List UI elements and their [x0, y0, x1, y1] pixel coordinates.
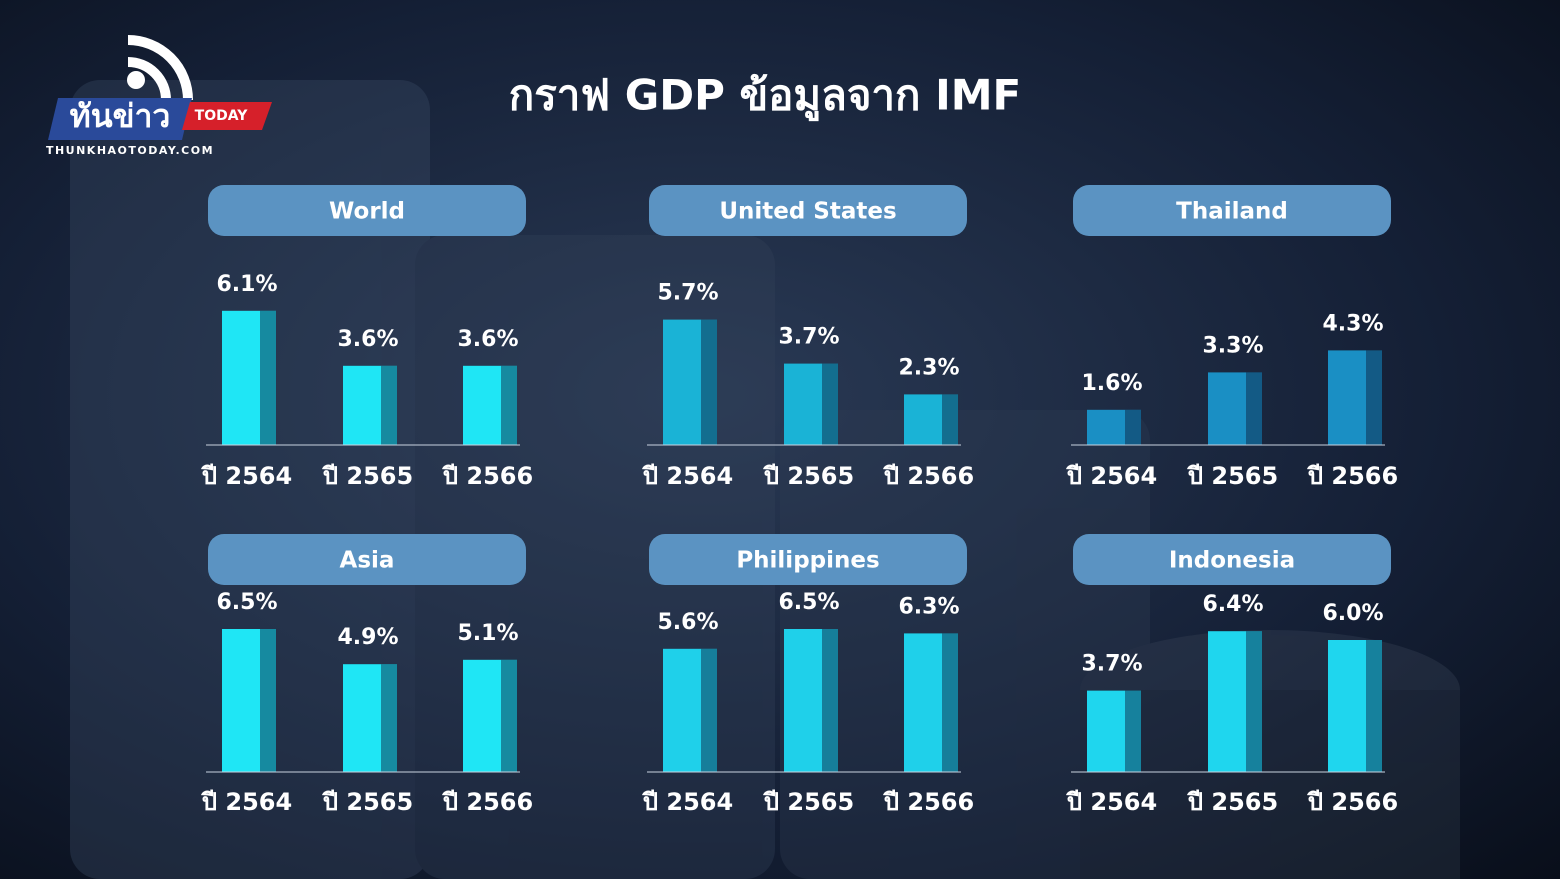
chart-title: Asia	[340, 548, 395, 574]
bar	[1328, 640, 1382, 772]
bar	[663, 648, 717, 772]
bar	[343, 365, 397, 445]
value-label: 4.9%	[337, 625, 398, 650]
x-tick-label: ปี 2565	[763, 462, 855, 490]
x-tick-label: ปี 2566	[442, 462, 534, 490]
x-tick-label: ปี 2564	[1066, 462, 1158, 490]
bar-shade	[381, 365, 397, 445]
bar-shade	[501, 365, 517, 445]
bar	[463, 365, 517, 445]
value-label: 5.6%	[657, 610, 718, 635]
x-tick-label: ปี 2564	[201, 788, 293, 816]
bar	[663, 319, 717, 445]
value-label: 6.5%	[216, 590, 277, 615]
bar	[1208, 631, 1262, 772]
bar-shade	[1125, 409, 1141, 445]
bar	[222, 310, 276, 445]
value-label: 4.3%	[1322, 311, 1383, 336]
value-label: 3.7%	[1081, 652, 1142, 677]
bar-shade	[701, 648, 717, 772]
logo-name: ทันข่าว	[70, 97, 171, 135]
x-tick-label: ปี 2566	[883, 462, 975, 490]
panel-header	[1073, 185, 1391, 236]
bar-shade	[1246, 631, 1262, 772]
bar	[1328, 350, 1382, 445]
bar-shade	[942, 394, 958, 445]
bar-shade	[1366, 640, 1382, 772]
x-tick-label: ปี 2566	[1307, 788, 1399, 816]
value-label: 3.6%	[337, 327, 398, 352]
panel-header	[649, 534, 967, 585]
bar-shade	[1125, 690, 1141, 772]
bar-shade	[260, 310, 276, 445]
x-tick-label: ปี 2565	[1187, 462, 1279, 490]
x-tick-label: ปี 2566	[1307, 462, 1399, 490]
chart-title: United States	[719, 199, 896, 225]
x-tick-label: ปี 2565	[763, 788, 855, 816]
bar-shade	[1366, 350, 1382, 445]
value-label: 6.3%	[898, 594, 959, 619]
value-label: 3.6%	[457, 327, 518, 352]
value-label: 6.1%	[216, 272, 277, 297]
bar-shade	[381, 664, 397, 772]
bar	[222, 629, 276, 772]
bar	[1087, 690, 1141, 772]
page-title: กราฟ GDP ข้อมูลจาก IMF	[509, 71, 1021, 122]
chart-title: World	[329, 199, 405, 225]
bar	[904, 633, 958, 772]
logo-tag: TODAY	[195, 108, 249, 124]
x-tick-label: ปี 2565	[1187, 788, 1279, 816]
value-label: 6.0%	[1322, 601, 1383, 626]
value-label: 3.7%	[778, 325, 839, 350]
value-label: 5.7%	[657, 281, 718, 306]
chart-title: Thailand	[1176, 199, 1288, 225]
x-tick-label: ปี 2564	[642, 462, 734, 490]
bar-shade	[260, 629, 276, 772]
value-label: 3.3%	[1202, 333, 1263, 358]
logo-site: THUNKHAOTODAY.COM	[46, 144, 214, 157]
x-tick-label: ปี 2564	[642, 788, 734, 816]
bar	[904, 394, 958, 445]
x-tick-label: ปี 2566	[883, 788, 975, 816]
bar-shade	[822, 629, 838, 772]
x-tick-label: ปี 2565	[322, 462, 414, 490]
bar	[1087, 409, 1141, 445]
bar	[784, 363, 838, 445]
bar	[1208, 372, 1262, 445]
bar	[463, 659, 517, 772]
logo: ทันข่าว TODAY THUNKHAOTODAY.COM	[46, 35, 272, 157]
bar	[343, 664, 397, 772]
x-tick-label: ปี 2564	[201, 462, 293, 490]
value-label: 1.6%	[1081, 371, 1142, 396]
x-tick-label: ปี 2566	[442, 788, 534, 816]
bar-shade	[1246, 372, 1262, 445]
value-label: 2.3%	[898, 355, 959, 380]
bar	[784, 629, 838, 772]
bar-shade	[701, 319, 717, 445]
panel-header	[1073, 534, 1391, 585]
value-label: 5.1%	[457, 621, 518, 646]
value-label: 6.5%	[778, 590, 839, 615]
bar-shade	[942, 633, 958, 772]
x-tick-label: ปี 2565	[322, 788, 414, 816]
chart-title: Indonesia	[1169, 548, 1295, 574]
x-tick-label: ปี 2564	[1066, 788, 1158, 816]
chart-title: Philippines	[736, 548, 879, 574]
bar-shade	[501, 659, 517, 772]
panel-header	[208, 534, 526, 585]
bar-shade	[822, 363, 838, 445]
panel-header	[208, 185, 526, 236]
value-label: 6.4%	[1202, 592, 1263, 617]
panel-header	[649, 185, 967, 236]
